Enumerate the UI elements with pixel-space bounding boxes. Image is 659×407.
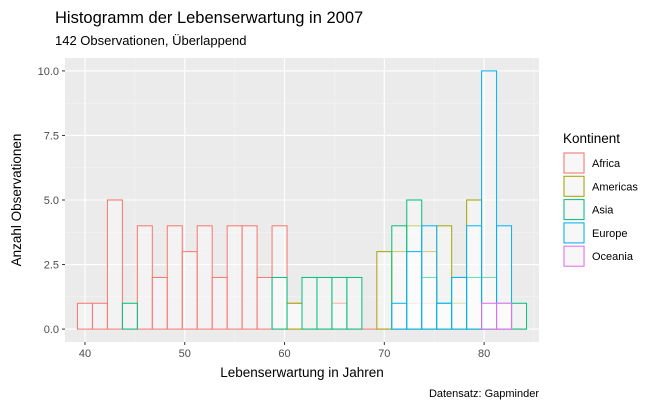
- legend-label-americas: Americas: [592, 181, 638, 193]
- legend-key-africa: [563, 152, 585, 174]
- legend-key-bg-asia: [563, 198, 585, 221]
- legend-label-oceania: Oceania: [592, 251, 634, 263]
- bar-europe: [406, 251, 423, 330]
- x-tick-label: 80: [478, 348, 490, 360]
- bar-europe: [436, 302, 453, 330]
- y-tick-label: 5.0: [44, 195, 59, 207]
- bar-americas: [376, 251, 393, 330]
- legend-label-europe: Europe: [592, 228, 627, 240]
- legend: Kontinent Africa Americas Asia Europe Oceani…: [563, 131, 638, 268]
- chart-title: Histogramm der Lebenserwartung in 2007: [55, 9, 363, 27]
- bar-europe: [421, 225, 438, 330]
- bar-oceania: [481, 302, 498, 330]
- bar-africa: [91, 302, 108, 330]
- bar-asia: [346, 276, 363, 330]
- legend-key-bg-africa: [563, 152, 585, 174]
- x-axis-title: Lebenserwartung in Jahren: [220, 365, 384, 380]
- bar-africa: [211, 276, 228, 330]
- chart-subtitle: 142 Observationen, Überlappend: [55, 33, 247, 48]
- x-tick-label: 50: [179, 348, 191, 360]
- y-tick-label: 2.5: [44, 260, 59, 272]
- x-tick-label: 60: [278, 348, 290, 360]
- y-axis-title: Anzahl Observationen: [9, 134, 24, 267]
- bar-africa: [166, 225, 183, 330]
- bar-europe: [481, 70, 498, 330]
- legend-label-asia: Asia: [592, 205, 614, 217]
- legend-key-bg-americas: [563, 175, 585, 198]
- legend-label-africa: Africa: [592, 158, 621, 170]
- legend-key-americas: [563, 175, 585, 197]
- bar-asia: [331, 276, 348, 330]
- legend-key-bg-europe: [563, 221, 585, 244]
- legend-key-asia: [563, 199, 585, 221]
- bar-africa: [181, 251, 198, 330]
- bar-americas: [286, 302, 303, 330]
- bar-oceania: [496, 302, 513, 330]
- bar-africa: [151, 276, 168, 330]
- bar-asia: [316, 276, 333, 330]
- y-tick-label: 0.0: [44, 324, 59, 336]
- legend-key-europe: [563, 222, 585, 244]
- bar-europe: [451, 276, 468, 330]
- bar-europe: [391, 302, 408, 330]
- legend-key-bg-oceania: [563, 245, 585, 268]
- bar-africa: [226, 225, 243, 330]
- bar-africa: [136, 225, 153, 330]
- y-axis-ticks: 0.0 2.5 5.0 7.5 10.0: [38, 66, 65, 336]
- bar-asia: [121, 302, 138, 330]
- bar-asia: [301, 276, 318, 330]
- legend-title: Kontinent: [563, 131, 620, 146]
- bar-africa: [106, 199, 123, 330]
- x-axis-ticks: 40 50 60 70 80: [79, 342, 490, 360]
- x-tick-label: 70: [378, 348, 390, 360]
- bar-africa: [256, 276, 273, 330]
- legend-items: Africa Americas Asia Europe Oceania: [563, 152, 638, 268]
- bar-africa: [76, 302, 93, 330]
- bar-africa: [241, 225, 258, 330]
- histogram-bars: [76, 70, 528, 330]
- y-tick-label: 10.0: [38, 66, 59, 78]
- bar-asia: [271, 276, 288, 330]
- legend-key-oceania: [563, 245, 585, 267]
- bar-europe: [466, 225, 483, 330]
- x-tick-label: 40: [79, 348, 91, 360]
- bar-africa: [196, 225, 213, 330]
- caption: Datensatz: Gapminder: [429, 388, 539, 400]
- bar-asia: [511, 302, 528, 330]
- y-tick-label: 7.5: [44, 130, 59, 142]
